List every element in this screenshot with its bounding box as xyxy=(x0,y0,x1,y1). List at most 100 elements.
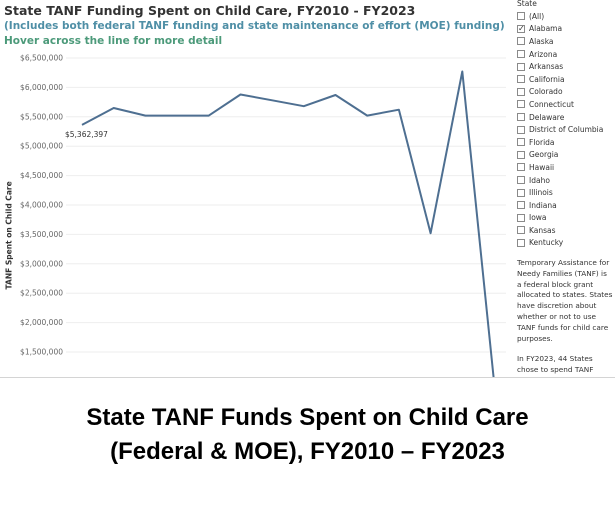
data-point[interactable] xyxy=(204,111,214,121)
checkbox-icon[interactable] xyxy=(517,176,525,185)
series-line[interactable] xyxy=(81,70,495,378)
state-option[interactable]: Iowa xyxy=(517,212,603,225)
data-point[interactable] xyxy=(267,95,277,105)
checkbox-checked-icon[interactable]: ✓ xyxy=(517,23,525,33)
y-tick-label: $6,000,000 xyxy=(20,83,63,92)
state-option[interactable]: California xyxy=(517,73,603,86)
data-point[interactable] xyxy=(362,111,372,121)
checkbox-icon[interactable] xyxy=(517,87,525,96)
info-paragraph-2: In FY2023, 44 States chose to spend TANF xyxy=(517,354,594,375)
state-option-label: Arizona xyxy=(529,49,558,59)
caption-line-2: (Federal & MOE), FY2010 – FY2023 xyxy=(110,438,505,465)
data-point[interactable] xyxy=(426,228,436,238)
data-point[interactable] xyxy=(299,101,309,111)
state-option[interactable]: Delaware xyxy=(517,111,603,124)
checkbox-icon[interactable] xyxy=(517,188,525,197)
state-filter-panel: State (All) ✓ Alabama Alaska Arizona Arkansas… xyxy=(512,0,615,377)
state-option[interactable]: Arizona xyxy=(517,48,603,61)
state-option[interactable]: Arkansas xyxy=(517,60,603,73)
state-filter-list: (All) ✓ Alabama Alaska Arizona Arkansas Califo… xyxy=(517,10,603,249)
checkbox-icon[interactable] xyxy=(517,238,525,247)
state-option-label: Kansas xyxy=(529,225,556,235)
checkbox-icon[interactable] xyxy=(517,213,525,222)
y-tick-label: $2,000,000 xyxy=(20,318,63,327)
chart-subtitle: (Includes both federal TANF funding and … xyxy=(4,20,505,32)
y-tick-label: $2,500,000 xyxy=(20,289,63,298)
y-tick-label: $6,500,000 xyxy=(20,54,63,63)
state-option[interactable]: Florida xyxy=(517,136,603,149)
data-point[interactable] xyxy=(394,105,404,115)
state-option[interactable]: Kansas xyxy=(517,224,603,237)
y-tick-label: $3,000,000 xyxy=(20,259,63,268)
checkbox-icon[interactable] xyxy=(517,12,525,21)
checkbox-icon[interactable] xyxy=(517,113,525,122)
checkbox-icon[interactable] xyxy=(517,150,525,159)
checkbox-icon[interactable] xyxy=(517,138,525,147)
hover-hint: Hover across the line for more detail xyxy=(4,35,223,47)
state-option[interactable]: Kentucky xyxy=(517,237,603,250)
series-line-layer[interactable] xyxy=(77,67,499,377)
state-option[interactable]: Connecticut xyxy=(517,98,603,111)
state-option[interactable]: ✓ Alabama xyxy=(517,23,603,36)
state-option-label: Alaska xyxy=(529,36,554,46)
y-tick-label: $5,500,000 xyxy=(20,112,63,121)
state-option-label: Florida xyxy=(529,137,555,147)
state-option-label: Colorado xyxy=(529,87,563,97)
data-label: $5,362,397 xyxy=(65,130,108,139)
state-option[interactable]: Idaho xyxy=(517,174,603,187)
state-option[interactable]: (All) xyxy=(517,10,603,23)
checkbox-icon[interactable] xyxy=(517,37,525,46)
state-option-label: Indiana xyxy=(529,200,557,210)
filter-title: State xyxy=(517,0,537,8)
checkbox-icon[interactable] xyxy=(517,75,525,84)
y-axis-ticks: $6,500,000 $6,000,000 $5,500,000 $5,000,000… xyxy=(20,54,63,357)
state-option-label: Arkansas xyxy=(529,62,564,72)
state-option-label: Alabama xyxy=(529,24,563,34)
chart-title: State TANF Funding Spent on Child Care, … xyxy=(4,3,416,18)
y-tick-label: $1,500,000 xyxy=(20,348,63,357)
state-option[interactable]: Colorado xyxy=(517,86,603,99)
state-option-label: Idaho xyxy=(529,175,550,185)
checkbox-icon[interactable] xyxy=(517,163,525,172)
y-tick-label: $5,000,000 xyxy=(20,142,63,151)
caption-line-1: State TANF Funds Spent on Child Care xyxy=(86,404,529,431)
state-option-label: District of Columbia xyxy=(529,125,604,135)
dashboard-screenshot: State TANF Funding Spent on Child Care, … xyxy=(0,0,615,378)
state-option-label: Connecticut xyxy=(529,99,574,109)
y-tick-label: $3,500,000 xyxy=(20,230,63,239)
data-point[interactable] xyxy=(109,103,119,113)
y-tick-label: $4,000,000 xyxy=(20,201,63,210)
state-option-label: (All) xyxy=(529,11,545,21)
state-option-label: Illinois xyxy=(529,188,553,198)
info-text: Temporary Assistance for Needy Families … xyxy=(517,258,613,377)
data-point[interactable] xyxy=(235,89,245,99)
state-option[interactable]: Alaska xyxy=(517,35,603,48)
state-option-label: Hawaii xyxy=(529,162,555,172)
state-option-label: Delaware xyxy=(529,112,565,122)
data-point[interactable] xyxy=(331,90,341,100)
y-tick-label: $4,500,000 xyxy=(20,171,63,180)
checkbox-icon[interactable] xyxy=(517,125,525,134)
state-option[interactable]: District of Columbia xyxy=(517,123,603,136)
state-option[interactable]: Hawaii xyxy=(517,161,603,174)
state-option[interactable]: Illinois xyxy=(517,186,603,199)
state-option-label: Georgia xyxy=(529,150,559,160)
checkbox-icon[interactable] xyxy=(517,226,525,235)
data-point[interactable] xyxy=(140,111,150,121)
checkbox-icon[interactable] xyxy=(517,201,525,210)
data-point[interactable] xyxy=(457,67,467,77)
gridlines xyxy=(66,57,506,353)
checkbox-icon[interactable] xyxy=(517,50,525,59)
state-option[interactable]: Indiana xyxy=(517,199,603,212)
state-option-label: California xyxy=(529,74,565,84)
state-option[interactable]: Georgia xyxy=(517,149,603,162)
data-point[interactable] xyxy=(172,111,182,121)
info-paragraph-1: Temporary Assistance for Needy Families … xyxy=(517,258,613,343)
state-option-label: Iowa xyxy=(529,213,547,223)
state-option-label: Kentucky xyxy=(529,238,564,248)
checkbox-icon[interactable] xyxy=(517,100,525,109)
data-point[interactable] xyxy=(489,376,499,377)
line-chart[interactable]: $6,500,000 $6,000,000 $5,500,000 $5,000,000… xyxy=(0,0,512,377)
data-point[interactable] xyxy=(77,120,87,130)
checkbox-icon[interactable] xyxy=(517,62,525,71)
